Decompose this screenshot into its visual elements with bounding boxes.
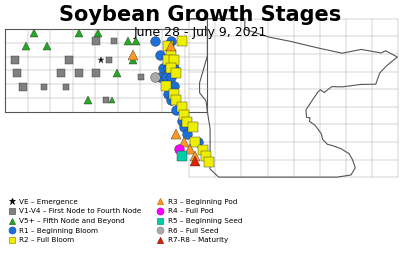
Text: Soybean Growth Stages: Soybean Growth Stages <box>59 5 341 25</box>
Text: June 28 - July 9, 2021: June 28 - July 9, 2021 <box>133 26 267 39</box>
Legend: VE – Emergence, V1-V4 – First Node to Fourth Node, V5+ – Fifth Node and Beyond, : VE – Emergence, V1-V4 – First Node to Fo… <box>8 199 242 243</box>
